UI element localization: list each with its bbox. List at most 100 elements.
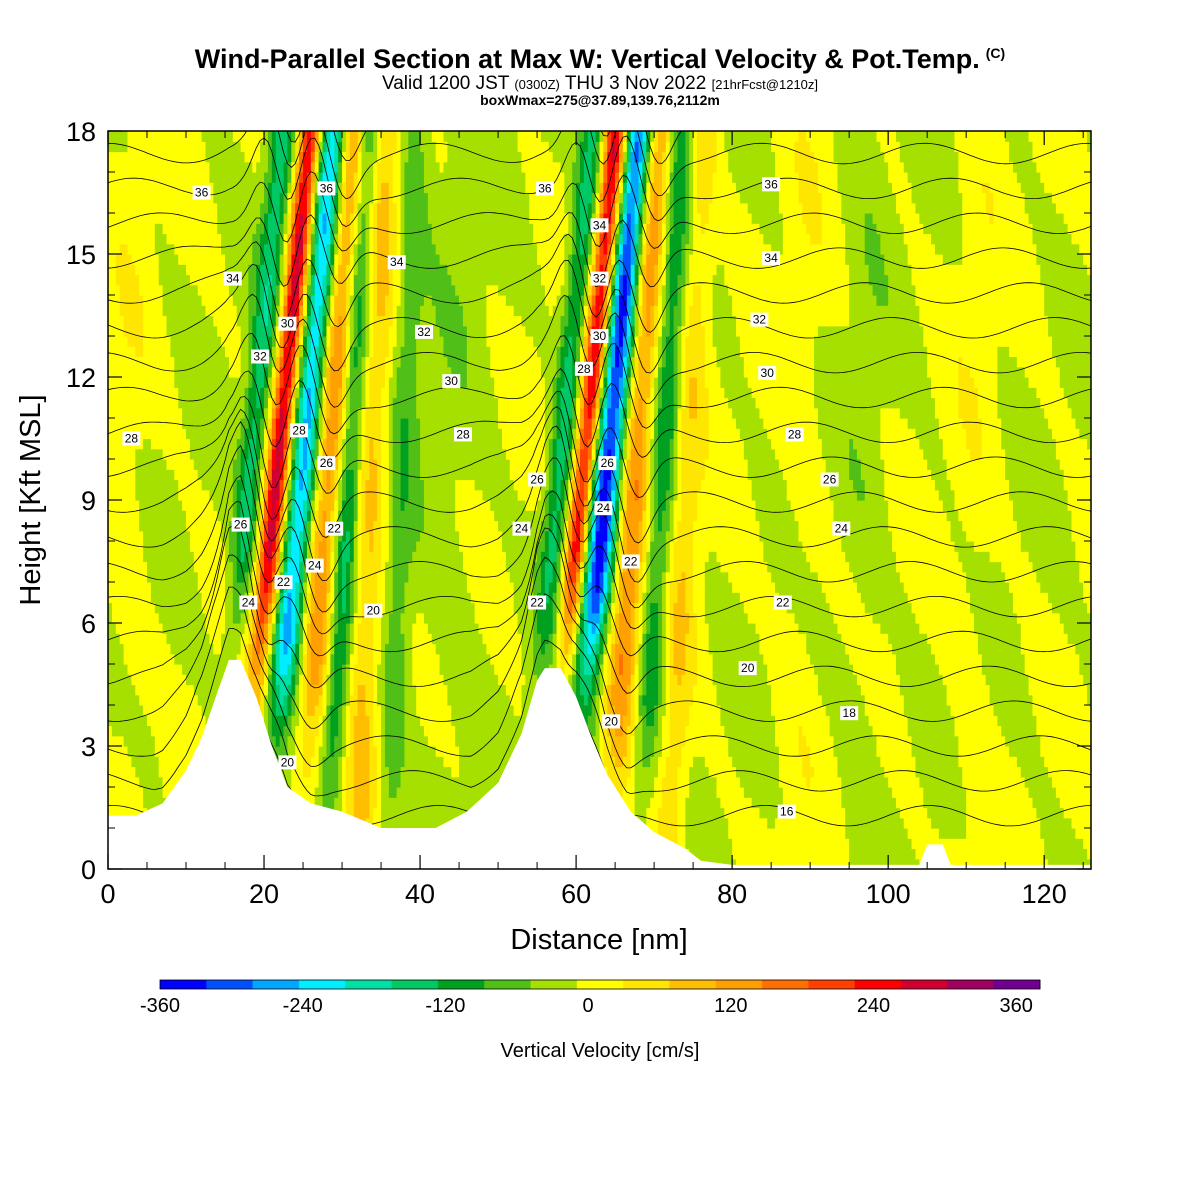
velocity-cell [221, 438, 226, 450]
velocity-cell [236, 582, 242, 593]
velocity-cell [287, 633, 292, 645]
velocity-cell [143, 756, 148, 768]
velocity-cell [135, 366, 140, 378]
velocity-cell [186, 325, 191, 337]
velocity-cell [303, 448, 308, 460]
velocity-cell [162, 172, 168, 183]
velocity-cell [279, 284, 285, 296]
velocity-cell [162, 530, 168, 542]
velocity-cell [345, 725, 351, 737]
velocity-cell [322, 274, 328, 286]
velocity-cell [209, 315, 214, 327]
velocity-cell [252, 643, 257, 655]
velocity-cell [123, 787, 129, 798]
velocity-cell [135, 213, 140, 224]
velocity-cell [357, 448, 363, 460]
velocity-cell [154, 284, 160, 296]
velocity-cell [373, 653, 378, 665]
velocity-cell [322, 643, 328, 655]
velocity-cell [162, 387, 168, 399]
velocity-cell [108, 602, 113, 614]
velocity-cell [205, 448, 211, 460]
velocity-cell [306, 582, 312, 593]
velocity-cell [322, 510, 328, 522]
velocity-cell [267, 397, 273, 409]
velocity-cell [361, 336, 367, 347]
velocity-cell [186, 336, 191, 347]
velocity-cell [342, 469, 347, 481]
velocity-cell [108, 725, 113, 737]
velocity-cell [240, 489, 246, 501]
velocity-cell [267, 254, 273, 265]
velocity-cell [217, 325, 222, 337]
velocity-cell [127, 284, 132, 296]
velocity-cell [306, 213, 312, 224]
velocity-cell [111, 243, 117, 255]
velocity-cell [166, 787, 172, 798]
velocity-cell [334, 715, 339, 727]
velocity-cell [357, 377, 363, 388]
velocity-cell [275, 643, 281, 655]
velocity-cell [139, 746, 144, 757]
velocity-cell [295, 746, 300, 757]
velocity-cell [108, 418, 113, 429]
velocity-cell [244, 633, 250, 645]
velocity-cell [369, 746, 374, 757]
velocity-cell [361, 428, 367, 440]
velocity-cell [213, 366, 218, 378]
velocity-cell [162, 674, 168, 686]
velocity-cell [131, 141, 136, 153]
velocity-cell [271, 510, 277, 522]
velocity-cell [295, 725, 300, 737]
velocity-cell [147, 366, 152, 378]
velocity-cell [170, 448, 175, 460]
velocity-cell [170, 233, 175, 245]
velocity-cell [334, 571, 339, 583]
velocity-cell [353, 305, 359, 317]
velocity-cell [197, 448, 203, 460]
velocity-cell [373, 202, 378, 214]
velocity-cell [345, 131, 351, 142]
velocity-cell [322, 787, 328, 798]
velocity-cell [264, 489, 269, 501]
velocity-cell [353, 766, 359, 778]
velocity-cell [174, 254, 179, 265]
velocity-cell [334, 766, 339, 778]
velocity-cell [361, 233, 367, 245]
velocity-cell [139, 161, 144, 173]
velocity-cell [225, 428, 230, 440]
velocity-cell [252, 387, 257, 399]
velocity-cell [232, 418, 238, 429]
velocity-cell [349, 541, 355, 552]
velocity-cell [170, 551, 175, 563]
velocity-cell [326, 561, 331, 573]
velocity-cell [264, 305, 269, 317]
velocity-cell [111, 479, 117, 491]
velocity-cell [295, 756, 300, 768]
velocity-cell [240, 192, 246, 204]
velocity-cell [334, 541, 339, 552]
velocity-cell [115, 192, 121, 204]
velocity-cell [135, 705, 140, 716]
velocity-cell [369, 223, 374, 235]
velocity-cell [342, 407, 347, 419]
velocity-cell [174, 161, 179, 173]
velocity-cell [115, 766, 121, 778]
velocity-cell [283, 623, 289, 634]
velocity-cell [322, 756, 328, 768]
velocity-cell [139, 243, 144, 255]
velocity-cell [353, 561, 359, 573]
velocity-cell [162, 202, 168, 214]
velocity-cell [345, 602, 351, 614]
velocity-cell [353, 284, 359, 296]
velocity-cell [221, 397, 226, 409]
velocity-cell [365, 192, 370, 204]
velocity-cell [287, 202, 292, 214]
velocity-cell [143, 469, 148, 481]
velocity-cell [357, 776, 363, 788]
velocity-cell [213, 643, 218, 655]
velocity-cell [182, 725, 187, 737]
velocity-cell [299, 377, 304, 388]
velocity-cell [283, 664, 289, 675]
velocity-cell [244, 407, 250, 419]
